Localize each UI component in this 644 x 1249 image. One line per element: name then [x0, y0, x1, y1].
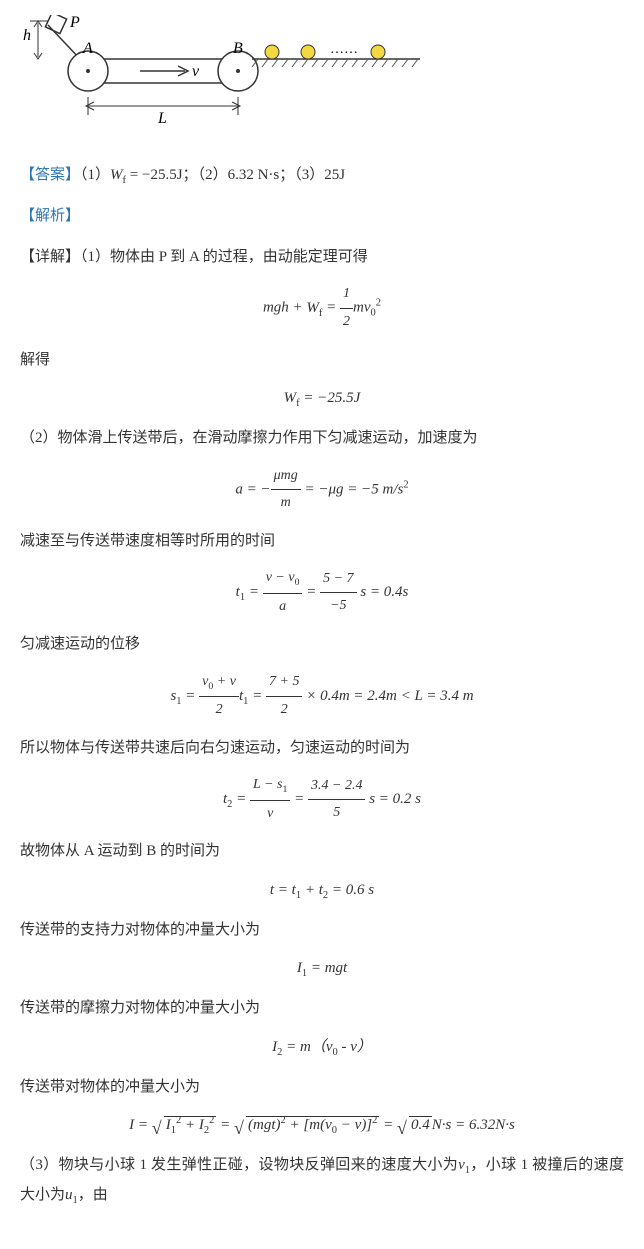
formula-4: t1 = v − v0a = 5 − 7−5 s = 0.4s [20, 565, 624, 620]
formula-1: mgh + Wf = 12mv02 [20, 281, 624, 335]
analysis-label: 【解析】 [20, 208, 80, 224]
formula-5: s1 = v0 + v2t1 = 7 + 52 × 0.4m = 2.4m < … [20, 669, 624, 724]
jiede: 解得 [20, 346, 624, 375]
line-8: 传送带的摩擦力对物体的冲量大小为 [20, 994, 624, 1023]
ground-hatch [252, 59, 418, 67]
l-label: L [157, 110, 167, 127]
pulley-left-axis [86, 69, 90, 73]
answer-line: 【答案】（1）Wf = −25.5J；（2）6.32 N·s；（3）25J [20, 161, 624, 191]
line-10: （3）物块与小球 1 发生弹性正碰，设物块反弹回来的速度大小为v1，小球 1 被… [20, 1151, 624, 1211]
line-2: （2）物体滑上传送带后，在滑动摩擦力作用下匀减速运动，加速度为 [20, 424, 624, 453]
ball-2 [301, 45, 315, 59]
line-9: 传送带对物体的冲量大小为 [20, 1073, 624, 1102]
b-label: B [233, 40, 243, 57]
line-1: （1）物体由 P 到 A 的过程，由动能定理可得 [80, 249, 368, 265]
ans-p3-label: （3） [294, 167, 324, 183]
v-label: v [192, 63, 200, 80]
formula-8: I1 = mgt [20, 954, 624, 984]
a-label: A [82, 40, 93, 57]
physics-diagram: h P A B v L [20, 15, 624, 146]
dots-label: …… [330, 42, 358, 57]
ans-p2: 6.32 N·s [228, 167, 280, 183]
diagram-svg: h P A B v L [20, 15, 425, 135]
formula-3: a = −μmgm = −μg = −5 m/s2 [20, 463, 624, 517]
ball-3 [371, 45, 385, 59]
p-label: P [69, 15, 80, 31]
line-3: 减速至与传送带速度相等时所用的时间 [20, 527, 624, 556]
line-6: 故物体从 A 运动到 B 的时间为 [20, 837, 624, 866]
ball-1 [265, 45, 279, 59]
detail-label: 【详解】 [20, 249, 80, 265]
p-block [45, 15, 66, 34]
ans-p1-label: （1） [80, 167, 110, 183]
h-label: h [23, 27, 31, 44]
detail-line: 【详解】（1）物体由 P 到 A 的过程，由动能定理可得 [20, 243, 624, 272]
answer-prefix: 【答案】 [20, 167, 80, 183]
line-5: 所以物体与传送带共速后向右匀速运动，匀速运动的时间为 [20, 734, 624, 763]
line-4: 匀减速运动的位移 [20, 630, 624, 659]
pulley-right-axis [236, 69, 240, 73]
formula-7: t = t1 + t2 = 0.6 s [20, 876, 624, 906]
ans-sep2: ； [279, 167, 294, 183]
line-7: 传送带的支持力对物体的冲量大小为 [20, 916, 624, 945]
ans-p3: 25J [324, 167, 345, 183]
formula-10: I = I12 + I22 = (mgt)2 + [m(v0 − v)]2 = … [20, 1111, 624, 1141]
formula-9: I2 = m（v0 - v） [20, 1033, 624, 1063]
formula-2: Wf = −25.5J [20, 384, 624, 414]
ans-p2-label: （2） [198, 167, 228, 183]
ans-sep1: ； [183, 167, 198, 183]
formula-6: t2 = L − s1v = 3.4 − 2.45 s = 0.2 s [20, 772, 624, 827]
